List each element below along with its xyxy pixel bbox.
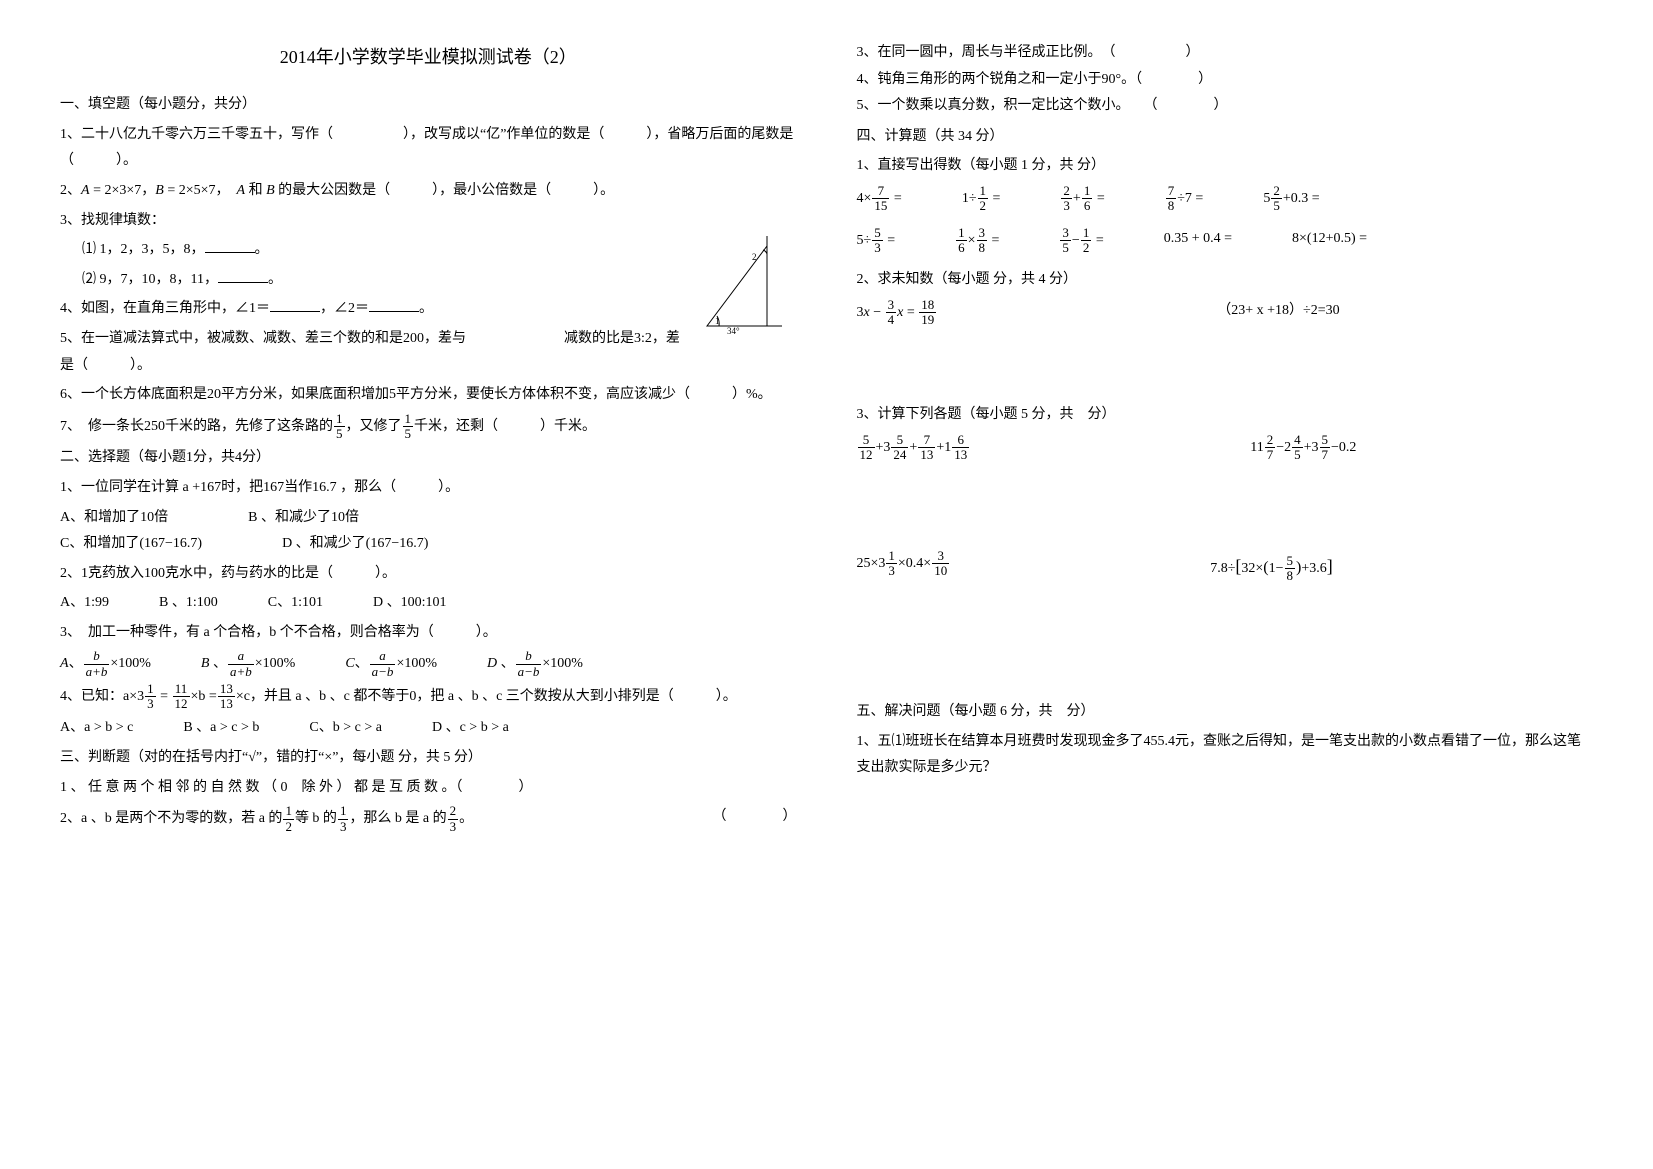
q1-6: 6、一个长方体底面积是20平方分米，如果底面积增加5平方分米，要使长方体体积不变…	[60, 382, 797, 409]
q3-3: 3、在同一圆中，周长与半径成正比例。 （ ）	[857, 40, 1594, 67]
q1-1: 1、二十八亿九千零六万三千零五十，写作（ ），改写成以“亿”作单位的数是（ ），…	[60, 122, 797, 175]
sec4-head: 四、计算题（共 34 分）	[857, 124, 1594, 151]
q2-1-b: B 、和减少了10倍	[248, 505, 359, 532]
q2-4-a: A、a > b > c	[60, 715, 133, 742]
q2-1-c: C、和增加了(167−16.7)	[60, 531, 202, 558]
sec4-p2: 2、求未知数（每小题 分，共 4 分）	[857, 267, 1594, 294]
page-title: 2014年小学数学毕业模拟测试卷（2）	[60, 40, 797, 74]
q2-2: 2、1克药放入100克水中，药与药水的比是（ ）。	[60, 561, 797, 588]
q2-2-c: C、1:101	[268, 590, 323, 617]
q2-3: 3、 加工一种零件，有 a 个合格，b 个不合格，则合格率为（ ）。	[60, 620, 797, 647]
sec4-p1: 1、直接写出得数（每小题 1 分，共 分）	[857, 153, 1594, 180]
q2-4-c: C、b > c > a	[309, 715, 382, 742]
q2-1: 1、一位同学在计算 a +167时，把167当作16.7 ，那么（ ）。	[60, 475, 797, 502]
calc-row-2: 5÷53 = 16×38 = 35−12 = 0.35 + 0.4 = 8×(1…	[857, 226, 1594, 256]
q2-1-a: A、和增加了10倍	[60, 505, 168, 532]
q1-2: 2、A = 2×3×7，B = 2×5×7， A 和 B 的最大公因数是（ ），…	[60, 178, 797, 205]
eq-row: 3x − 34x = 1819 （23+ x +18）÷2=30	[857, 298, 1594, 328]
sec3-head: 三、判断题（对的在括号内打“√”，错的打“×”，每小题 分，共 5 分）	[60, 745, 797, 772]
sec4-p3: 3、计算下列各题（每小题 5 分，共 分）	[857, 402, 1594, 429]
q3-5: 5、一个数乘以真分数，积一定比这个数小。 （ ）	[857, 93, 1594, 120]
q3-4: 4、钝角三角形的两个锐角之和一定小于90°。（ ）	[857, 67, 1594, 94]
q1-4: 4、如图，在直角三角形中，∠1＝，∠2＝。 2 1 34°	[60, 296, 797, 323]
section-2: 二、选择题（每小题1分，共4分） 1、一位同学在计算 a +167时，把167当…	[60, 445, 797, 741]
q1-5: 5、在一道减法算式中，被减数、减数、差三个数的和是200，差与 减数的比是3:2…	[60, 326, 797, 379]
q1-3: 3、找规律填数：	[60, 208, 797, 235]
q5-1: 1、五⑴班班长在结算本月班费时发现现金多了455.4元，查账之后得知，是一笔支出…	[857, 729, 1594, 782]
q1-3-2: ⑵ 9，7，10，8，11，。	[60, 267, 797, 294]
svg-text:2: 2	[752, 252, 757, 262]
q2-4-b: B 、a > c > b	[183, 715, 259, 742]
q2-4: 4、已知：a×313 = 1112×b =1313×c，并且 a 、b 、c 都…	[60, 682, 797, 712]
section-3-left: 三、判断题（对的在括号内打“√”，错的打“×”，每小题 分，共 5 分） 1 、…	[60, 745, 797, 834]
q2-4-d: D 、c > b > a	[432, 715, 509, 742]
sec5-head: 五、解决问题（每小题 6 分，共 分）	[857, 699, 1594, 726]
q2-2-d: D 、100:101	[373, 590, 447, 617]
q1-7: 7、 修一条长250千米的路，先修了这条路的15，又修了15千米，还剩（ ）千米…	[60, 412, 797, 442]
q2-2-a: A、1:99	[60, 590, 109, 617]
section-5: 五、解决问题（每小题 6 分，共 分） 1、五⑴班班长在结算本月班费时发现现金多…	[857, 699, 1594, 782]
section-4: 四、计算题（共 34 分） 1、直接写出得数（每小题 1 分，共 分） 4×71…	[857, 124, 1594, 583]
triangle-figure: 2 1 34°	[697, 236, 787, 336]
section-1: 一、填空题（每小题分，共分） 1、二十八亿九千零六万三千零五十，写作（ ），改写…	[60, 92, 797, 441]
q2-1-d: D 、和减少了(167−16.7)	[282, 531, 428, 558]
q3-1: 1 、 任 意 两 个 相 邻 的 自 然 数 （ 0 除 外 ） 都 是 互 …	[60, 775, 797, 802]
calc3-row-2: 25×313×0.4×310 7.8÷[32×(1−58)+3.6]	[857, 549, 1594, 584]
q2-3-opts: A、ba+b×100% B 、aa+b×100% C、aa−b×100% D 、…	[60, 649, 797, 679]
sec2-head: 二、选择题（每小题1分，共4分）	[60, 445, 797, 472]
sec1-head: 一、填空题（每小题分，共分）	[60, 92, 797, 119]
calc3-row-1: 512+3524+713+1613 1127−245+357−0.2	[857, 433, 1594, 463]
calc-row-1: 4×715 = 1÷12 = 23+16 = 78÷7 = 525+0.3 =	[857, 184, 1594, 214]
q1-3-1: ⑴ 1，2，3，5，8，。	[60, 237, 797, 264]
q2-2-b: B 、1:100	[159, 590, 218, 617]
q3-2: 2、a 、b 是两个不为零的数，若 a 的12等 b 的13，那么 b 是 a …	[60, 804, 797, 834]
